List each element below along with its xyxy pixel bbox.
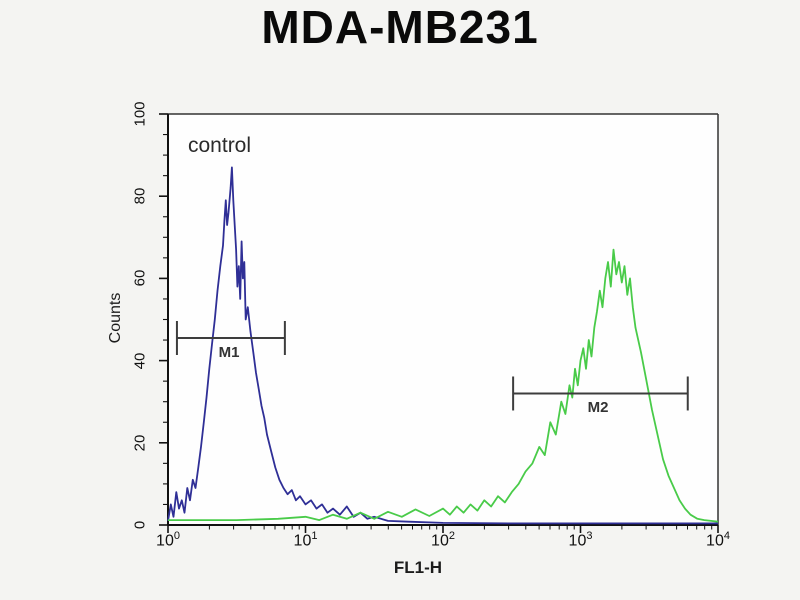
control-annotation: control: [188, 134, 252, 157]
chart-title: MDA-MB231: [261, 1, 539, 53]
x-axis-tick-label: 104: [706, 530, 730, 550]
histogram-trace-stained: [168, 248, 719, 523]
plot-area: [168, 114, 718, 525]
y-axis-tick-label: 60: [131, 270, 149, 287]
gate-m1-label: M1: [218, 344, 240, 361]
x-axis-tick-label: 100: [156, 530, 180, 550]
y-axis-tick-label: 20: [131, 434, 149, 452]
x-axis-tick-label: 101: [293, 530, 318, 550]
y-axis-tick-label: 80: [131, 187, 149, 205]
y-axis-tick-label: 40: [131, 352, 149, 369]
x-axis-tick-label: 103: [568, 530, 593, 550]
histogram-trace-control: [167, 166, 718, 525]
y-axis-tick-label: 100: [131, 101, 149, 127]
gate-m2-label: M2: [587, 399, 609, 416]
x-axis-title: FL1-H: [393, 558, 443, 577]
y-axis-title: Counts: [107, 292, 124, 344]
y-axis-tick-label: 0: [131, 520, 149, 530]
x-axis-tick-label: 102: [431, 530, 455, 550]
